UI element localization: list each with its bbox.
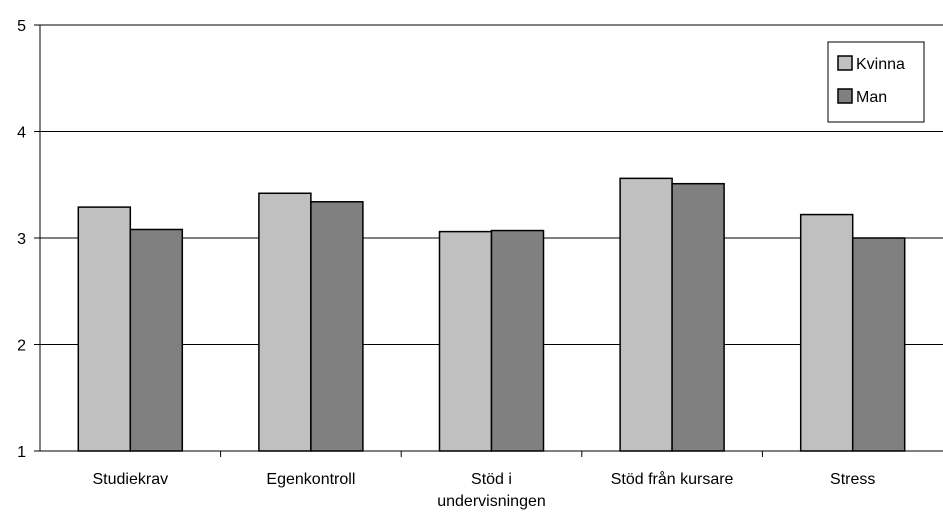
y-tick-label: 2 (17, 338, 26, 355)
bars (77, 177, 906, 452)
bar-kvinna-2 (438, 230, 493, 452)
bar-kvinna-3 (619, 177, 673, 452)
y-tick-label: 5 (17, 18, 26, 35)
legend: Kvinna Man (827, 41, 925, 123)
category-label: Egenkontroll (266, 471, 355, 488)
category-labels: Studiekrav Egenkontroll Stöd i undervisning… (93, 470, 876, 510)
bar-man-4 (851, 237, 906, 452)
legend-label-man: Man (856, 89, 887, 106)
y-tick-labels: 1 2 3 4 5 (17, 18, 26, 461)
category-label: Studiekrav (93, 471, 169, 488)
bar-man-0 (129, 228, 184, 452)
y-tick-label: 4 (17, 125, 26, 142)
legend-swatch-man (837, 88, 853, 104)
bar-man-3 (671, 182, 725, 452)
category-label: undervisningen (437, 493, 546, 510)
y-tick-label: 3 (17, 231, 26, 248)
category-label: Stress (830, 471, 875, 488)
legend-label-kvinna: Kvinna (856, 56, 905, 73)
bar-kvinna-4 (799, 213, 854, 452)
bar-kvinna-1 (258, 192, 312, 452)
category-label: Stöd i (471, 471, 512, 488)
legend-box (827, 41, 925, 123)
axes (34, 24, 943, 457)
bar-kvinna-0 (77, 206, 132, 452)
category-label: Stöd från kursare (611, 470, 734, 488)
bar-man-1 (310, 201, 364, 452)
legend-swatch-kvinna (837, 55, 853, 71)
bar-man-2 (490, 229, 545, 452)
y-tick-label: 1 (17, 444, 26, 461)
